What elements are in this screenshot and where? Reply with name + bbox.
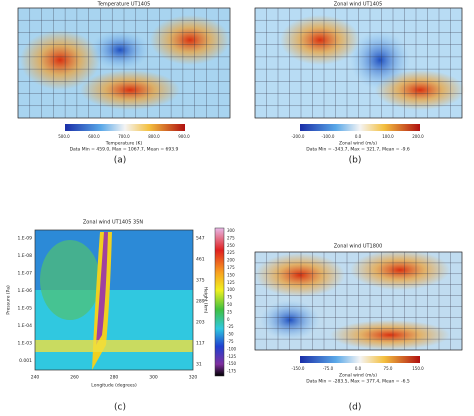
colorbar-tick-label: -100 [227, 346, 237, 351]
x-tick-label: 280 [110, 375, 119, 381]
map-frame [254, 251, 463, 351]
y2-tick-label: 375 [196, 278, 205, 284]
panel-label: (b) [349, 156, 362, 166]
colorbar-tick-label: -150.0 [292, 366, 305, 371]
data-stats: Data Min = -343.7, Max = 321.7, Mean = -… [306, 147, 410, 153]
y-tick-label: 1.E-08 [18, 253, 33, 259]
y-tick-label: 1.E-09 [18, 236, 33, 242]
panel-title: Zonal wind UT1405 35N [83, 220, 143, 226]
x-tick-label: 320 [189, 375, 198, 381]
x-tick-label: 260 [70, 375, 79, 381]
colorbar-label: Temperature (K) [105, 141, 143, 147]
panel-title: Temperature UT1405 [97, 2, 151, 8]
colorbar-tick-label: 0.0 [355, 134, 362, 139]
colorbar-tick-label: -50 [227, 332, 234, 337]
colorbar-tick-label: -150 [227, 361, 237, 366]
colorbar-tick-label: -125 [227, 354, 237, 359]
map-frame [17, 7, 231, 119]
colorbar-tick-label: 200.0 [412, 134, 424, 139]
colorbar [214, 227, 225, 377]
map-b [255, 8, 465, 118]
colorbar-tick-label: -25 [227, 324, 234, 329]
plot-frame [34, 229, 194, 371]
colorbar-tick-label: -75 [227, 339, 234, 344]
colorbar-tick-label: 300 [227, 228, 235, 233]
colorbar-tick-label: 25 [227, 309, 233, 314]
colorbar-tick-label: 100.0 [382, 134, 394, 139]
colorbar-tick-label: 250 [227, 243, 235, 248]
y-tick-label: 1.E-06 [18, 288, 33, 294]
colorbar-tick-label: 900.0 [178, 134, 190, 139]
colorbar-tick-label: 0 [227, 317, 230, 322]
x-axis-label: Longitude (degrees) [91, 383, 137, 389]
colorbar-tick-label: 275 [227, 235, 235, 240]
x-tick-label: 240 [31, 375, 40, 381]
y2-tick-label: 547 [196, 236, 205, 242]
y2-tick-label: 203 [196, 320, 205, 326]
colorbar-tick-label: -100.0 [322, 134, 335, 139]
y2-tick-label: 461 [196, 257, 205, 263]
colorbar-label: Zonal wind (m/s) [339, 141, 377, 147]
y2-tick-label: 117 [196, 341, 205, 347]
colorbar-tick-label: 200 [227, 258, 235, 263]
panel-title: Zonal wind UT1405 [334, 2, 383, 8]
colorbar-tick-label: 600.0 [88, 134, 100, 139]
map-frame [254, 7, 463, 119]
y2-tick-label: 289 [196, 299, 205, 305]
data-stats: Data Min = 459.0, Max = 1067.7, Mean = 6… [70, 147, 179, 153]
colorbar-tick-label: -200.0 [292, 134, 305, 139]
y-tick-label: 1.E-05 [18, 306, 33, 312]
colorbar-tick-label: 800.0 [148, 134, 160, 139]
data-stats: Data Min = -283.5, Max = 377.4, Mean = -… [306, 379, 410, 385]
y2-tick-label: 31 [196, 362, 202, 368]
x-tick-label: 300 [149, 375, 158, 381]
y2-axis-label: Height (km) [203, 287, 209, 314]
colorbar-tick-label: 500.0 [58, 134, 70, 139]
colorbar-tick-label: 700.0 [118, 134, 130, 139]
panel-label: (a) [114, 156, 127, 166]
y-tick-label: 1.E-04 [18, 323, 33, 329]
colorbar-tick-label: -75.0 [323, 366, 334, 371]
y-tick-label: 1.E-03 [18, 341, 33, 347]
colorbar [300, 124, 420, 131]
colorbar-label: Zonal wind (m/s) [339, 373, 377, 379]
colorbar-tick-label: 75 [227, 295, 233, 300]
colorbar-tick-label: 125 [227, 280, 235, 285]
panel-label: (d) [349, 403, 362, 413]
y-axis-label: Pressure (Pa) [6, 285, 12, 315]
colorbar [65, 124, 185, 131]
panel-label: (c) [114, 403, 126, 413]
y-tick-label: 1.E-07 [18, 271, 33, 277]
panel-title: Zonal wind UT1800 [334, 244, 383, 250]
colorbar-tick-label: 50 [227, 302, 233, 307]
colorbar [300, 356, 420, 363]
colorbar-tick-label: 150 [227, 272, 235, 277]
colorbar-tick-label: 75.0 [384, 366, 393, 371]
colorbar-tick-label: 100 [227, 287, 235, 292]
colorbar-tick-label: 0.0 [355, 366, 362, 371]
colorbar-tick-label: 175 [227, 265, 235, 270]
y-tick-label: 0.001 [19, 358, 32, 364]
colorbar-tick-label: 150.0 [412, 366, 424, 371]
colorbar-tick-label: -175 [227, 369, 237, 374]
contour-c [35, 230, 193, 370]
colorbar-tick-label: 225 [227, 250, 235, 255]
